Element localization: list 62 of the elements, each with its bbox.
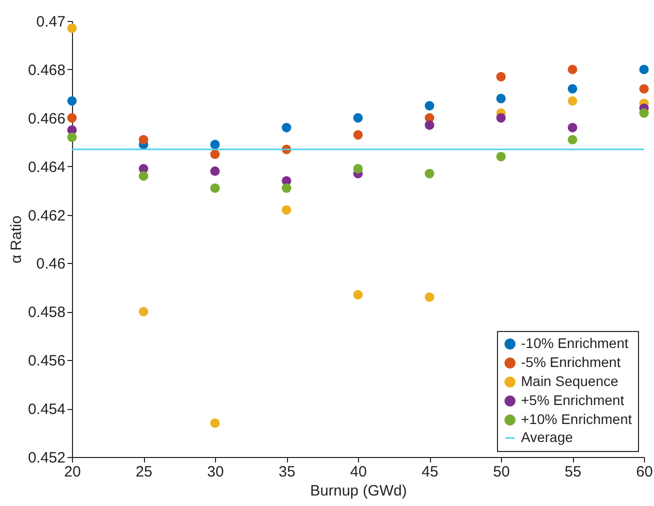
point [138, 171, 148, 181]
point [568, 96, 578, 106]
y-tick-label: 0.452 [28, 450, 66, 466]
point [424, 101, 434, 111]
x-tick-label: 50 [493, 464, 510, 480]
point [210, 140, 220, 150]
y-tick-label: 0.458 [28, 304, 66, 322]
point [496, 94, 506, 104]
point [639, 64, 649, 74]
point [210, 149, 220, 159]
point [282, 183, 292, 193]
point [353, 113, 363, 123]
point [67, 113, 77, 123]
x-tick-label: 35 [278, 464, 296, 480]
point [424, 120, 434, 130]
point [138, 306, 148, 316]
point [67, 96, 77, 106]
x-axis-title: Burnup (GWd) [310, 482, 407, 500]
point [67, 132, 77, 142]
point [568, 122, 578, 132]
legend-label: +5% Enrichment [521, 392, 624, 408]
x-tick-label: 60 [636, 464, 653, 480]
point [353, 290, 363, 300]
point [353, 164, 363, 174]
legend-label: -10% Enrichment [521, 335, 628, 351]
y-tick-label: 0.456 [28, 352, 66, 370]
point [568, 64, 578, 74]
point [568, 134, 578, 144]
legend-label: -5% Enrichment [521, 354, 621, 370]
point [138, 134, 148, 144]
y-axis-title: α Ratio [8, 216, 25, 264]
legend-label: Average [521, 429, 574, 445]
point [496, 72, 506, 82]
y-tick-label: 0.46 [36, 256, 66, 273]
legend-label: +10% Enrichment [521, 411, 632, 427]
point [568, 84, 578, 94]
legend-label: Main Sequence [521, 373, 619, 389]
y-tick-label: 0.468 [28, 62, 66, 79]
point [496, 113, 506, 123]
point [210, 166, 220, 176]
x-tick-label: 45 [422, 464, 438, 480]
point [282, 122, 292, 132]
x-tick-label: 40 [350, 464, 367, 480]
point [424, 292, 434, 302]
x-tick-label: 20 [64, 464, 81, 480]
y-tick-label: 0.464 [28, 158, 66, 176]
point [210, 418, 220, 428]
point [353, 130, 363, 140]
point [210, 183, 220, 193]
point [639, 108, 649, 118]
point [639, 84, 649, 94]
y-tick-label: 0.462 [28, 207, 66, 224]
point [424, 168, 434, 178]
y-tick-label: 0.454 [28, 401, 66, 418]
y-tick-label: 0.466 [28, 110, 66, 128]
y-tick-label: 0.47 [36, 14, 66, 30]
point [67, 24, 77, 33]
x-tick-label: 30 [207, 464, 224, 480]
x-tick-label: 55 [564, 464, 582, 480]
x-tick-label: 25 [136, 464, 152, 480]
point [282, 205, 292, 215]
point [496, 152, 506, 162]
